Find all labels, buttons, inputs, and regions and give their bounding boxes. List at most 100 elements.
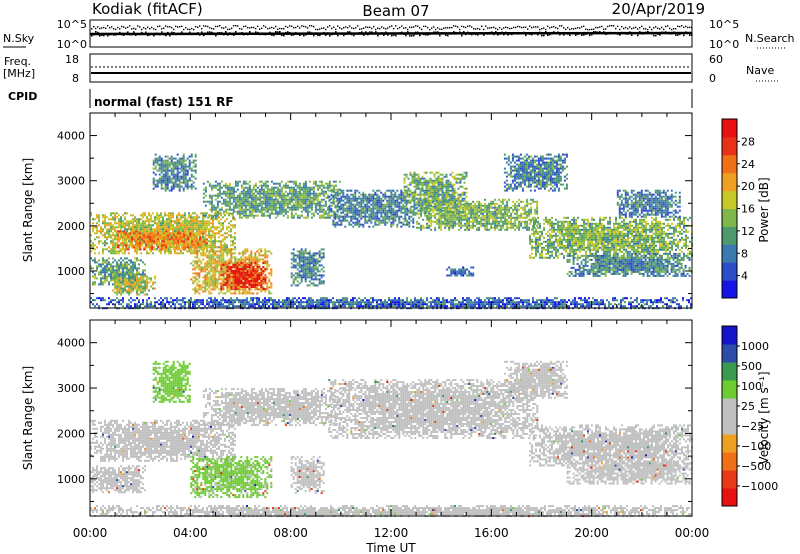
nsky-tick-bottom: 10^0 — [57, 38, 87, 51]
data-cell — [234, 262, 237, 265]
data-cell — [92, 248, 94, 251]
data-cell — [226, 226, 228, 229]
data-cell — [156, 248, 158, 251]
data-cell — [230, 234, 232, 237]
data-cell — [134, 285, 137, 288]
data-cell — [292, 182, 295, 185]
data-cell — [246, 248, 249, 251]
data-cell — [264, 180, 267, 183]
data-cell — [396, 209, 399, 212]
data-cell — [320, 252, 323, 255]
data-cell — [242, 210, 245, 213]
data-cell — [260, 274, 263, 276]
data-cell — [128, 267, 130, 270]
data-cell — [186, 171, 189, 174]
data-cell — [188, 214, 190, 217]
data-cell — [228, 186, 231, 189]
data-cell — [203, 248, 206, 251]
data-cell — [216, 250, 218, 253]
data-cell — [194, 256, 197, 259]
data-cell — [250, 202, 253, 205]
data-cell — [318, 282, 321, 285]
data-cell — [298, 274, 301, 277]
data-cell — [142, 224, 144, 227]
data-cell — [304, 256, 307, 259]
nsearch-point — [411, 35, 413, 37]
data-cell — [200, 230, 202, 233]
data-cell — [188, 212, 190, 215]
data-cell — [298, 264, 301, 267]
nsky-point — [379, 27, 381, 30]
nsky-point — [261, 27, 263, 29]
data-cell — [394, 205, 397, 208]
data-cell — [260, 290, 263, 293]
data-cell — [302, 262, 305, 265]
data-cell — [396, 223, 399, 226]
data-cell — [386, 205, 389, 208]
data-cell — [292, 192, 295, 195]
data-cell — [350, 189, 353, 192]
data-cell — [314, 196, 317, 199]
data-cell — [290, 200, 293, 203]
data-cell — [356, 223, 359, 226]
data-cell — [182, 167, 185, 170]
data-cell — [114, 212, 116, 215]
data-cell — [190, 238, 192, 241]
data-cell — [154, 277, 157, 280]
data-cell — [224, 208, 227, 211]
data-cell — [194, 155, 197, 158]
data-cell — [266, 254, 269, 257]
data-cell — [164, 155, 167, 158]
data-cell — [390, 225, 393, 228]
data-cell — [334, 191, 337, 194]
data-cell — [222, 246, 224, 249]
data-cell — [180, 159, 183, 162]
data-cell — [290, 196, 293, 199]
data-cell — [252, 192, 255, 195]
nsearch-point — [207, 31, 209, 33]
data-cell — [152, 224, 154, 227]
data-cell — [312, 274, 315, 277]
nsky-point — [161, 28, 163, 30]
data-cell — [166, 181, 169, 184]
data-cell — [184, 238, 186, 241]
data-cell — [266, 284, 269, 287]
data-cell — [174, 228, 176, 231]
data-cell — [116, 291, 119, 294]
data-cell — [374, 205, 377, 208]
nsearch-point — [531, 33, 533, 36]
data-cell — [320, 184, 323, 187]
data-cell — [131, 244, 134, 247]
data-cell — [266, 188, 269, 191]
data-cell — [236, 276, 239, 278]
data-cell — [234, 198, 237, 201]
data-cell — [336, 197, 339, 200]
data-cell — [236, 188, 239, 191]
data-cell — [340, 205, 343, 208]
data-cell — [306, 212, 309, 215]
data-cell — [226, 212, 228, 215]
data-cell — [316, 204, 319, 207]
data-cell — [210, 246, 212, 249]
data-cell — [161, 246, 164, 249]
data-cell — [144, 224, 146, 227]
data-cell — [190, 187, 193, 190]
data-cell — [262, 270, 265, 272]
data-cell — [182, 220, 184, 223]
data-cell — [124, 218, 126, 221]
data-cell — [206, 274, 209, 277]
data-cell — [362, 209, 365, 212]
data-cell — [362, 223, 365, 226]
data-cell — [280, 186, 283, 189]
data-cell — [298, 214, 301, 217]
data-cell — [218, 184, 221, 187]
data-cell — [200, 246, 202, 249]
data-cell — [314, 272, 317, 275]
nsky-point — [415, 25, 417, 27]
data-cell — [284, 204, 287, 207]
data-cell — [214, 234, 216, 237]
data-cell — [128, 277, 130, 280]
data-cell — [360, 211, 363, 214]
data-cell — [172, 234, 174, 237]
data-cell — [159, 246, 162, 249]
